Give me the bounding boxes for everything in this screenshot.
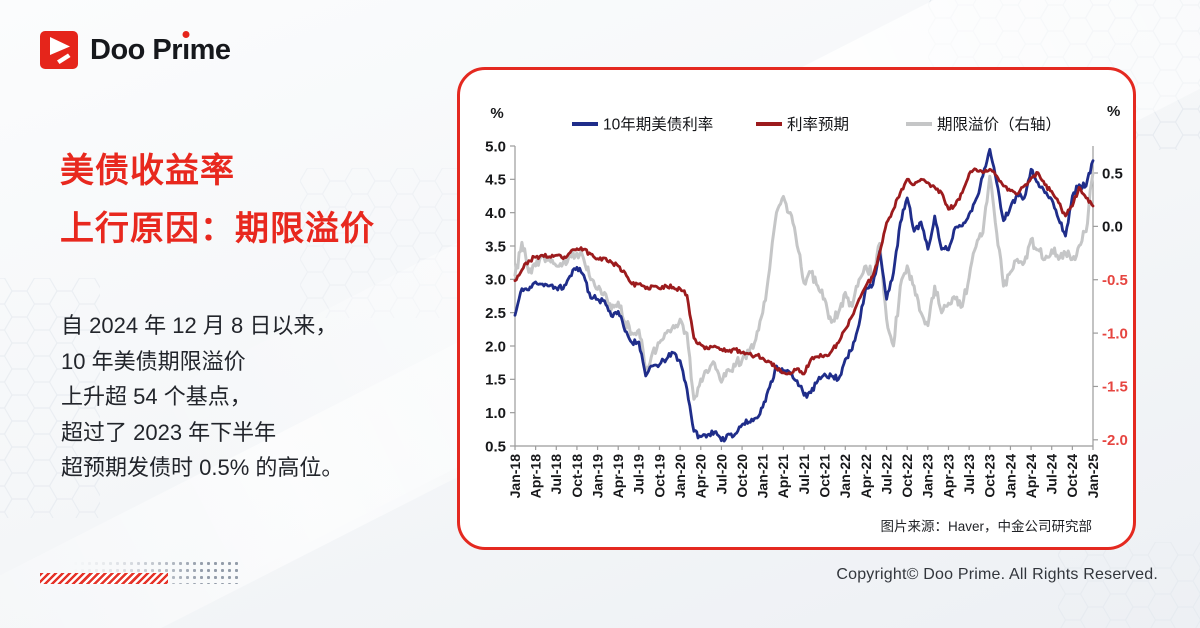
x-tick-label: Apr-24	[1023, 454, 1039, 499]
intro-line: 超预期发债时 0.5% 的高位。	[61, 455, 344, 480]
x-tick-label: Jul-24	[1044, 454, 1060, 495]
left-tick-label: 3.0	[485, 272, 506, 289]
x-tick-label: Jan-23	[920, 454, 936, 499]
chart-card: %% 5.0 4.5 4.0 3.5 3.0 2.5 2.0 1.5 1.0 0.5 0.5 0.0 -0…	[457, 67, 1136, 550]
legend-label: 利率预期	[787, 115, 849, 133]
x-tick-label: Oct-22	[899, 454, 915, 498]
copyright-text: Copyright© Doo Prime. All Rights Reserve…	[836, 566, 1158, 583]
left-tick-label: 1.5	[485, 372, 506, 389]
left-tick-label: 3.5	[485, 238, 506, 255]
x-tick-label: Jan-25	[1085, 454, 1101, 499]
doo-prime-logo-icon	[40, 31, 78, 69]
intro-line: 上升超 54 个基点，	[61, 384, 252, 409]
x-tick-label: Apr-19	[610, 454, 626, 499]
right-tick-label: 0.0	[1102, 219, 1123, 236]
page-title: 美债收益率 上行原因：期限溢价	[60, 142, 375, 258]
x-tick-label: Jul-22	[878, 454, 894, 495]
right-axis-unit: %	[1107, 103, 1120, 120]
series-line-0	[513, 147, 1095, 443]
x-tick-label: Oct-19	[651, 454, 667, 498]
honeycomb-pattern-bottom-right	[1058, 542, 1200, 628]
left-tick-label: 2.0	[485, 338, 506, 355]
right-tick-label: -0.5	[1102, 272, 1128, 289]
right-tick-label: -2.0	[1102, 432, 1128, 449]
intro-line: 10 年美债期限溢价	[61, 348, 246, 374]
yield-term-premium-chart: % % 5.0 4.5 4.0 3.5 3.0 2.5 2.0 1.5 1.0 0.5 0.5 0.0 -0…	[485, 103, 1128, 499]
x-tick-label: Jan-22	[837, 454, 853, 499]
x-tick-label: Oct-20	[734, 454, 750, 498]
series-line-1	[513, 167, 1095, 376]
intro-line: 自 2024 年 12 月 8 日以来，	[61, 313, 338, 338]
x-tick-label: Oct-24	[1064, 454, 1080, 498]
brand-logo: Doo Prı me	[40, 31, 231, 69]
x-tick-label: Jan-19	[589, 454, 605, 499]
x-tick-label: Apr-23	[940, 454, 956, 499]
x-tick-label: Apr-22	[858, 454, 874, 499]
x-tick-label: Apr-20	[693, 454, 709, 499]
intro-line: 超过了 2023 年下半年	[61, 419, 277, 445]
left-axis-unit: %	[490, 105, 503, 122]
x-tick-label: Jan-24	[1002, 454, 1018, 499]
right-tick-label: -1.5	[1102, 379, 1128, 396]
x-tick-label: Jul-23	[961, 454, 977, 495]
legend-label: 期限溢价（右轴）	[937, 115, 1061, 133]
legend-label: 10年期美债利率	[603, 115, 713, 133]
brand-i-red-dot: ı	[182, 31, 190, 69]
page-title-line2: 上行原因：期限溢价	[60, 210, 375, 248]
series-line-2	[513, 171, 1095, 401]
x-tick-label: Jan-18	[507, 454, 523, 499]
x-tick-label: Jul-20	[713, 454, 729, 495]
x-tick-label: Apr-18	[528, 454, 544, 499]
left-tick-label: 4.5	[485, 172, 506, 189]
x-tick-label: Oct-23	[982, 454, 998, 498]
left-tick-label: 5.0	[485, 138, 506, 155]
intro-text: 自 2024 年 12 月 8 日以来， 10 年美债期限溢价 上升超 54 个…	[61, 308, 343, 486]
x-tick-label: Jan-20	[672, 454, 688, 499]
brand-wordmark: Doo Prı me	[90, 31, 231, 69]
x-tick-label: Jul-21	[796, 454, 812, 495]
left-tick-label: 4.0	[485, 205, 506, 222]
left-tick-label: 0.5	[485, 438, 506, 455]
striped-bar-decoration	[40, 573, 168, 584]
x-tick-label: Oct-18	[569, 454, 585, 498]
x-tick-label: Jan-21	[755, 454, 771, 499]
right-tick-label: -1.0	[1102, 325, 1128, 342]
page-title-line1: 美债收益率	[60, 152, 235, 190]
x-tick-label: Jul-19	[631, 454, 647, 495]
x-tick-label: Jul-18	[548, 454, 564, 495]
chart-source-note: 图片来源：Haver，中金公司研究部	[880, 519, 1092, 534]
left-tick-label: 2.5	[485, 305, 506, 322]
right-tick-label: 0.5	[1102, 165, 1123, 182]
x-tick-label: Apr-21	[775, 454, 791, 499]
x-tick-label: Oct-21	[817, 454, 833, 498]
left-tick-label: 1.0	[485, 405, 506, 422]
